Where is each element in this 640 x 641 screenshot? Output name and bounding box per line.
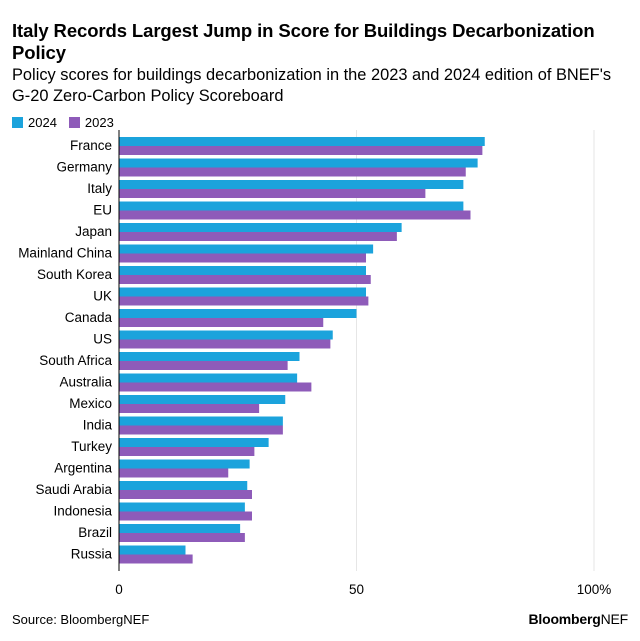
legend-item-2024: 2024 <box>12 115 57 130</box>
chart-title: Italy Records Largest Jump in Score for … <box>12 20 595 63</box>
legend-swatch-2024 <box>12 117 23 128</box>
category-label-germany: Germany <box>56 160 112 175</box>
bar-indonesia-2023 <box>119 511 252 521</box>
x-tick-label: 50 <box>349 582 364 597</box>
bar-france-2024 <box>119 137 485 146</box>
bar-russia-2023 <box>119 554 193 564</box>
category-label-south-korea: South Korea <box>37 267 113 282</box>
category-label-mainland-china: Mainland China <box>18 246 112 261</box>
bar-south-africa-2023 <box>119 361 288 370</box>
bar-australia-2023 <box>119 382 312 392</box>
category-label-brazil: Brazil <box>78 525 112 540</box>
category-label-south-africa: South Africa <box>39 353 112 368</box>
bar-japan-2023 <box>119 232 397 241</box>
category-label-mexico: Mexico <box>69 396 112 411</box>
category-label-saudi-arabia: Saudi Arabia <box>35 482 112 497</box>
bar-canada-2024 <box>119 309 357 318</box>
bar-indonesia-2024 <box>119 502 245 512</box>
category-label-indonesia: Indonesia <box>53 504 112 519</box>
legend-item-2023: 2023 <box>68 115 114 130</box>
x-tick-label: 100% <box>577 582 612 597</box>
bar-russia-2024 <box>119 545 186 555</box>
bar-uk-2023 <box>119 296 369 306</box>
bar-turkey-2024 <box>119 438 269 447</box>
bar-saudi-arabia-2024 <box>119 481 248 490</box>
category-label-canada: Canada <box>65 310 113 325</box>
source-note: Source: BloombergNEF <box>12 612 150 627</box>
brand-logo-light: NEF <box>600 611 629 627</box>
category-label-italy: Italy <box>87 181 112 196</box>
bar-eu-2024 <box>119 201 464 211</box>
bar-south-korea-2024 <box>119 266 366 275</box>
category-label-argentina: Argentina <box>54 461 112 476</box>
bar-italy-2024 <box>119 180 464 189</box>
bar-japan-2024 <box>119 223 402 232</box>
brand-logo-bold: Bloomberg <box>528 611 601 627</box>
category-label-eu: EU <box>93 203 112 218</box>
bar-south-africa-2024 <box>119 352 300 361</box>
chart-subtitle: Policy scores for buildings decarbonizat… <box>12 66 612 105</box>
bar-uk-2024 <box>119 287 366 297</box>
category-label-france: France <box>70 138 112 153</box>
category-label-russia: Russia <box>71 547 113 562</box>
category-label-japan: Japan <box>75 224 112 239</box>
bar-argentina-2023 <box>119 468 229 478</box>
x-tick-label: 0 <box>115 582 123 597</box>
category-label-turkey: Turkey <box>71 439 112 454</box>
bar-eu-2023 <box>119 210 471 220</box>
category-label-us: US <box>93 332 112 347</box>
category-label-india: India <box>83 418 113 433</box>
bar-mexico-2023 <box>119 404 260 413</box>
category-label-uk: UK <box>93 289 112 304</box>
bar-us-2024 <box>119 330 333 340</box>
legend-label-2024: 2024 <box>28 115 57 130</box>
bar-australia-2024 <box>119 373 298 383</box>
bar-brazil-2024 <box>119 524 241 533</box>
bar-italy-2023 <box>119 189 426 198</box>
legend: 2024 2023 <box>12 115 114 130</box>
bar-brazil-2023 <box>119 533 245 542</box>
bar-india-2023 <box>119 425 283 435</box>
legend-label-2023: 2023 <box>84 115 114 130</box>
bar-turkey-2023 <box>119 447 255 456</box>
bar-south-korea-2023 <box>119 275 371 284</box>
brand-logo: BloombergNEF <box>529 611 629 627</box>
bar-us-2023 <box>119 339 331 349</box>
bar-india-2024 <box>119 416 283 426</box>
category-label-australia: Australia <box>59 375 112 390</box>
bar-germany-2024 <box>119 158 478 168</box>
bar-argentina-2024 <box>119 459 250 469</box>
bar-canada-2023 <box>119 318 324 327</box>
bar-mainland-china-2023 <box>119 253 366 263</box>
bar-mainland-china-2024 <box>119 244 374 254</box>
bar-germany-2023 <box>119 167 466 177</box>
bar-france-2023 <box>119 146 483 155</box>
legend-swatch-2023 <box>68 117 80 128</box>
bar-mexico-2024 <box>119 395 286 404</box>
bar-saudi-arabia-2023 <box>119 490 252 499</box>
